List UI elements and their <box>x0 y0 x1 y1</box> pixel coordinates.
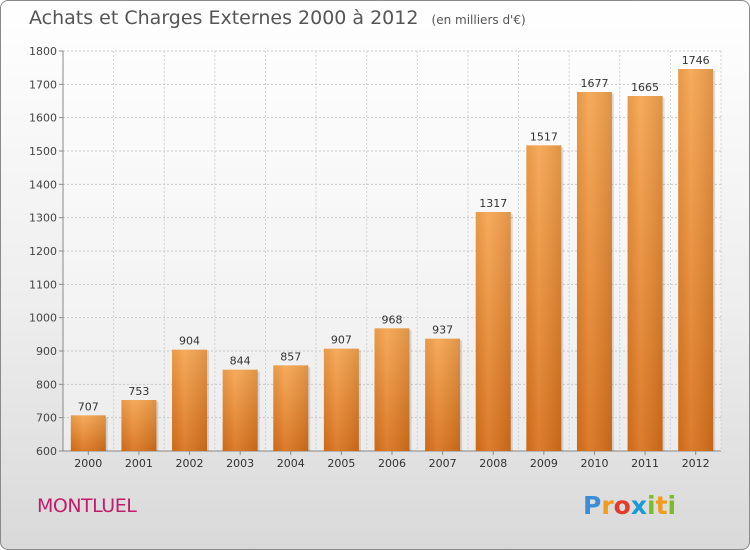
bar-shade <box>627 96 663 451</box>
chart-title: Achats et Charges Externes 2000 à 2012 <box>29 7 419 29</box>
x-tick-label: 2006 <box>378 457 406 470</box>
bar-value-label: 844 <box>230 355 251 368</box>
bar-value-label: 753 <box>128 385 149 398</box>
bar-shade <box>374 328 410 451</box>
bar-value-label: 1665 <box>631 81 659 94</box>
y-tick-label: 600 <box>36 445 57 458</box>
y-tick-label: 1100 <box>29 278 57 291</box>
logo-letter: t <box>655 491 668 520</box>
bar-shade <box>576 92 612 451</box>
x-tick-label: 2004 <box>277 457 305 470</box>
bar-shade <box>121 400 157 451</box>
bar-value-label: 857 <box>280 350 301 363</box>
bar-value-label: 707 <box>78 400 99 413</box>
bar-shade <box>425 338 461 451</box>
proxiti-logo[interactable]: Proxiti <box>583 491 676 520</box>
bar-shade <box>475 212 511 451</box>
place-name: MONTLUEL <box>37 495 137 517</box>
data-labels: 707 2000 753 2001 904 2002 844 2003 857 2004 907 20… <box>74 54 709 470</box>
logo-letter: P <box>583 491 602 520</box>
x-tick-label: 2008 <box>479 457 507 470</box>
bar-value-label: 1317 <box>479 197 507 210</box>
bar-value-label: 968 <box>382 313 403 326</box>
bar-value-label: 937 <box>432 324 453 337</box>
y-tick-label: 900 <box>36 345 57 358</box>
y-tick-label: 1400 <box>29 178 57 191</box>
title-row: Achats et Charges Externes 2000 à 2012 (… <box>29 7 526 29</box>
y-tick-label: 800 <box>36 378 57 391</box>
x-tick-label: 2002 <box>176 457 204 470</box>
bars <box>70 69 716 452</box>
x-tick-label: 2012 <box>682 457 710 470</box>
bar-value-label: 1746 <box>682 54 710 67</box>
logo-letter: r <box>601 491 614 520</box>
y-tick-label: 1300 <box>29 212 57 225</box>
bar-value-label: 1517 <box>530 130 558 143</box>
x-tick-label: 2010 <box>580 457 608 470</box>
x-tick-label: 2003 <box>226 457 254 470</box>
bar-shade <box>70 415 106 451</box>
bar-value-label: 1677 <box>580 77 608 90</box>
logo-letter: i <box>647 491 656 520</box>
x-tick-label: 2011 <box>631 457 659 470</box>
x-tick-label: 2001 <box>125 457 153 470</box>
y-tick-label: 1800 <box>29 45 57 58</box>
bar-shade <box>323 348 359 451</box>
logo-letter: i <box>667 491 677 520</box>
y-tick-label: 1200 <box>29 245 57 258</box>
bar-shade <box>273 365 309 451</box>
y-tick-label: 1700 <box>29 78 57 91</box>
bar-shade <box>526 145 562 452</box>
logo-letter: x <box>630 491 647 520</box>
bar-value-label: 904 <box>179 335 200 348</box>
logo-letter: o <box>613 491 631 520</box>
x-tick-label: 2009 <box>530 457 558 470</box>
bar-shade <box>222 369 258 451</box>
y-tick-label: 1600 <box>29 112 57 125</box>
bar-value-label: 907 <box>331 334 352 347</box>
bar-shade <box>172 349 208 451</box>
x-tick-label: 2005 <box>327 457 355 470</box>
y-tick-label: 1500 <box>29 145 57 158</box>
y-tick-label: 1000 <box>29 312 57 325</box>
bar-shade <box>678 69 714 451</box>
x-tick-label: 2007 <box>429 457 457 470</box>
chart-subtitle: (en milliers d'€) <box>431 13 526 27</box>
x-tick-label: 2000 <box>74 457 102 470</box>
y-tick-label: 700 <box>36 412 57 425</box>
